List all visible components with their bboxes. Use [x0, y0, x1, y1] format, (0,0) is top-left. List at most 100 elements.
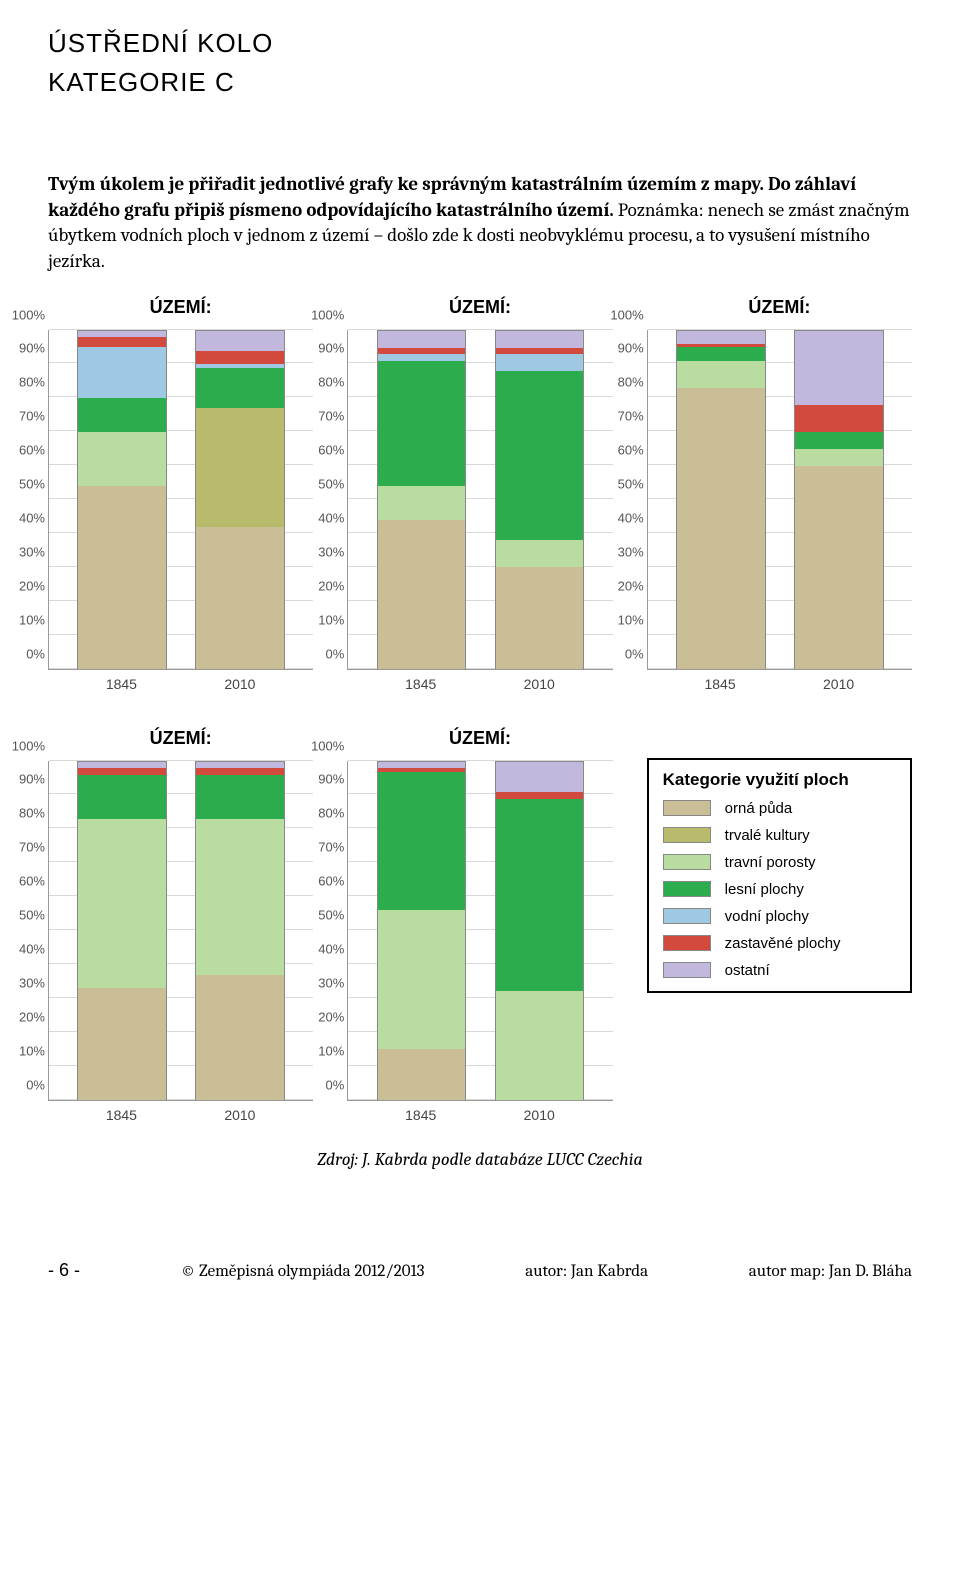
y-tick-label: 30% — [302, 975, 344, 990]
y-tick-label: 70% — [302, 409, 344, 424]
x-tick-label: 1845 — [675, 676, 765, 692]
bar-segment-zast — [196, 351, 284, 365]
bar-segment-zast — [378, 348, 466, 355]
legend-label: vodní plochy — [725, 908, 809, 925]
bar-segment-lesni — [78, 775, 166, 819]
bar-segment-lesni — [196, 368, 284, 409]
legend-label: travní porosty — [725, 854, 816, 871]
bar-segment-travni — [78, 432, 166, 486]
bars-area — [49, 761, 313, 1100]
x-tick-label: 2010 — [494, 676, 584, 692]
y-tick-label: 50% — [3, 908, 45, 923]
y-tick-label: 0% — [3, 1077, 45, 1092]
y-tick-label: 100% — [3, 738, 45, 753]
y-axis-labels: 0%10%20%30%40%50%60%70%80%90%100% — [602, 330, 644, 669]
bar-segment-vodni — [78, 347, 166, 398]
legend-label: zastavěné plochy — [725, 935, 841, 952]
footer-author: autor: Jan Kabrda — [525, 1262, 648, 1281]
chart-title: ÚZEMÍ: — [48, 728, 313, 749]
y-tick-label: 20% — [3, 1009, 45, 1024]
y-tick-label: 20% — [302, 578, 344, 593]
page-footer: - 6 - © Zeměpisná olympiáda 2012/2013 au… — [48, 1260, 912, 1281]
legend-row-trvale: trvalé kultury — [663, 827, 896, 844]
footer-page-number: - 6 - — [48, 1260, 80, 1281]
bar-segment-lesni — [496, 371, 584, 540]
y-tick-label: 50% — [302, 477, 344, 492]
y-tick-label: 100% — [3, 307, 45, 322]
footer-copyright: © Zeměpisná olympiáda 2012/2013 — [181, 1262, 425, 1281]
y-tick-label: 60% — [302, 874, 344, 889]
header-line-2: KATEGORIE C — [48, 63, 912, 102]
bars-area — [49, 330, 313, 669]
x-tick-label: 1845 — [376, 676, 466, 692]
bar-segment-travni — [496, 540, 584, 567]
bar-segment-vodni — [378, 354, 466, 361]
y-tick-label: 100% — [602, 307, 644, 322]
legend-row-lesni: lesní plochy — [663, 881, 896, 898]
legend-swatch — [663, 854, 711, 870]
bar — [676, 330, 766, 669]
bar-segment-travni — [378, 486, 466, 520]
y-tick-label: 40% — [602, 510, 644, 525]
bar-segment-ostatni — [795, 331, 883, 405]
y-tick-label: 60% — [602, 443, 644, 458]
y-axis-labels: 0%10%20%30%40%50%60%70%80%90%100% — [3, 761, 45, 1100]
x-tick-label: 1845 — [76, 1107, 166, 1123]
bar-segment-lesni — [378, 361, 466, 486]
chart-plot: 0%10%20%30%40%50%60%70%80%90%100% — [48, 761, 313, 1101]
chart-title: ÚZEMÍ: — [347, 297, 612, 318]
chart-plot: 0%10%20%30%40%50%60%70%80%90%100% — [647, 330, 912, 670]
legend-title: Kategorie využití ploch — [663, 770, 896, 790]
legend-label: lesní plochy — [725, 881, 804, 898]
legend-row-orna: orná půda — [663, 800, 896, 817]
legend-swatch — [663, 962, 711, 978]
bar-segment-ostatni — [496, 331, 584, 348]
legend-swatch — [663, 908, 711, 924]
legend-box: Kategorie využití ploch orná půda trvalé k… — [647, 758, 912, 993]
bar-segment-ostatni — [378, 331, 466, 348]
y-tick-label: 0% — [3, 646, 45, 661]
bar-segment-travni — [196, 819, 284, 974]
y-tick-label: 20% — [3, 578, 45, 593]
y-tick-label: 20% — [602, 578, 644, 593]
y-tick-label: 50% — [3, 477, 45, 492]
bar — [495, 330, 585, 669]
bars-area — [348, 330, 612, 669]
legend-row-zast: zastavěné plochy — [663, 935, 896, 952]
y-tick-label: 80% — [3, 806, 45, 821]
bar-segment-orna — [795, 466, 883, 669]
bar-segment-zast — [496, 792, 584, 799]
y-tick-label: 40% — [302, 941, 344, 956]
bar-segment-ostatni — [496, 762, 584, 792]
y-tick-label: 10% — [3, 612, 45, 627]
y-tick-label: 40% — [3, 941, 45, 956]
bar-segment-orna — [378, 1049, 466, 1100]
y-tick-label: 80% — [302, 806, 344, 821]
y-axis-labels: 0%10%20%30%40%50%60%70%80%90%100% — [302, 761, 344, 1100]
y-tick-label: 70% — [302, 840, 344, 855]
y-tick-label: 80% — [3, 375, 45, 390]
x-tick-label: 2010 — [195, 676, 285, 692]
bar-segment-travni — [795, 449, 883, 466]
y-tick-label: 60% — [3, 443, 45, 458]
y-tick-label: 0% — [302, 646, 344, 661]
bar-segment-trvale — [196, 408, 284, 526]
y-tick-label: 0% — [602, 646, 644, 661]
header-line-1: ÚSTŘEDNÍ KOLO — [48, 24, 912, 63]
x-tick-label: 2010 — [494, 1107, 584, 1123]
y-tick-label: 60% — [302, 443, 344, 458]
bar-segment-lesni — [677, 347, 765, 361]
chart: ÚZEMÍ:0%10%20%30%40%50%60%70%80%90%100%1… — [347, 728, 612, 1123]
charts-grid: ÚZEMÍ:0%10%20%30%40%50%60%70%80%90%100%1… — [48, 297, 912, 1123]
legend-items: orná půda trvalé kultury travní porosty les… — [663, 800, 896, 979]
bar-segment-travni — [378, 910, 466, 1049]
bar-segment-travni — [78, 819, 166, 988]
bars-area — [348, 761, 612, 1100]
bar-segment-zast — [196, 768, 284, 775]
bar-segment-orna — [677, 388, 765, 669]
y-tick-label: 30% — [3, 544, 45, 559]
legend-label: orná půda — [725, 800, 793, 817]
bar-segment-orna — [496, 567, 584, 668]
y-tick-label: 100% — [302, 307, 344, 322]
legend-swatch — [663, 935, 711, 951]
